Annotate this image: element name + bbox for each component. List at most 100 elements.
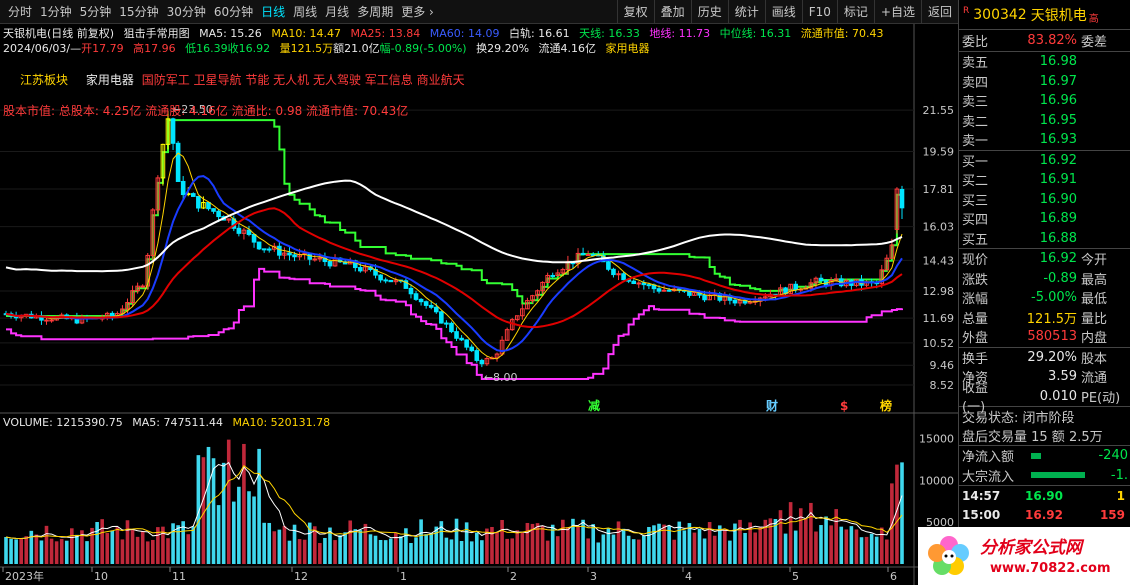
- volume-bar: [287, 540, 292, 564]
- period-tab-3[interactable]: 15分钟: [119, 5, 159, 19]
- stats-row-0: 换手 29.20% 股本: [959, 348, 1130, 368]
- ma10-line: [5, 175, 903, 353]
- tool-button-4[interactable]: 画线: [764, 0, 802, 24]
- period-tab-7[interactable]: 周线: [293, 5, 318, 19]
- candle: [241, 227, 247, 240]
- candle: [494, 352, 500, 362]
- candle-body: [130, 290, 135, 304]
- volume-bar: [733, 523, 737, 564]
- volume-bar: [778, 510, 783, 564]
- volume-bar: [530, 523, 535, 564]
- tool-button-8[interactable]: 返回: [920, 0, 958, 24]
- candle: [170, 117, 176, 150]
- candle: [661, 285, 667, 292]
- ohlc-change: 幅-0.89(-5.00%): [379, 42, 467, 55]
- tool-button-2[interactable]: 历史: [690, 0, 728, 24]
- region-board[interactable]: 江苏板块: [20, 73, 69, 87]
- volume-bar: [819, 525, 823, 564]
- candle: [621, 271, 626, 281]
- period-tab-0[interactable]: 分时: [8, 5, 33, 19]
- concept-boards[interactable]: 国防军工 卫星导航 节能 无人机 无人驾驶 军工信息 商业航天: [141, 73, 465, 87]
- period-tab-4[interactable]: 30分钟: [166, 5, 206, 19]
- volume-bar: [105, 532, 110, 564]
- candle-body: [499, 339, 505, 355]
- volume-bar: [824, 516, 828, 564]
- chart-area[interactable]: 21.55 19.59 17.81 16.03 14.43 12.98 11.69 10.52…: [0, 24, 958, 585]
- volume-bar: [388, 538, 393, 564]
- volume-bar: [707, 522, 712, 564]
- candle-body: [707, 294, 712, 301]
- volume-ma10: MA10: 520131.78: [232, 416, 331, 429]
- volume-bar: [743, 532, 747, 564]
- candle-body: [514, 315, 520, 321]
- volume-bar: [768, 518, 773, 564]
- volume-bar: [404, 528, 408, 564]
- ohlc-date: 2024/06/03/—: [3, 42, 82, 55]
- tick-time: 15:00: [962, 508, 1001, 523]
- period-tab-9[interactable]: 多周期: [357, 5, 394, 19]
- candle: [246, 225, 252, 237]
- stats-row-2-label: 收益(一): [962, 381, 989, 416]
- period-tab-8[interactable]: 月线: [325, 5, 350, 19]
- quote-row-4-label: 外盘: [962, 331, 989, 347]
- period-tab-1[interactable]: 1分钟: [40, 5, 72, 19]
- candle-body: [246, 229, 252, 235]
- volume-bar: [879, 527, 884, 564]
- candle-body: [135, 285, 140, 292]
- ground-line: [6, 267, 903, 380]
- candle: [408, 284, 414, 299]
- candle-body: [327, 261, 333, 267]
- tool-button-6[interactable]: 标记: [836, 0, 874, 24]
- bid-row-1-label: 买二: [962, 174, 989, 190]
- candle-body: [160, 143, 166, 179]
- industry-board[interactable]: 家用电器: [85, 73, 134, 87]
- volume-bar: [550, 524, 555, 564]
- candle-body: [631, 280, 637, 284]
- volume-bar: [383, 540, 388, 564]
- period-tab-2[interactable]: 5分钟: [79, 5, 112, 19]
- period-tab-5[interactable]: 60分钟: [213, 5, 254, 19]
- indicator-name[interactable]: 狙击手常用图: [123, 27, 190, 40]
- volume-bar: [353, 529, 358, 564]
- quote-panel: R 300342 天银机电 高 委比 83.82% 委差 卖五 16.98 卖四 16…: [958, 0, 1130, 585]
- candle: [585, 250, 591, 256]
- candle: [135, 282, 140, 294]
- candle-body: [363, 266, 368, 272]
- candle-body: [550, 274, 556, 277]
- ask-row-4: 卖一 16.93: [959, 130, 1130, 150]
- ma25-label: MA25: 13.84: [350, 27, 421, 40]
- signal-finance-marker: 财: [765, 398, 778, 413]
- kline-chart[interactable]: 21.55 19.59 17.81 16.03 14.43 12.98 11.69 10.52…: [0, 24, 958, 585]
- volume-bar: [166, 538, 170, 564]
- ohlc-high: 高17.96: [133, 42, 176, 55]
- candle: [879, 264, 885, 288]
- tool-button-7[interactable]: +自选: [873, 0, 921, 24]
- tool-button-5[interactable]: F10: [801, 0, 837, 24]
- time-axis-label: 11: [172, 570, 186, 583]
- candle-body: [494, 353, 500, 359]
- volume-bar: [135, 536, 140, 564]
- tool-button-1[interactable]: 叠加: [653, 0, 691, 24]
- candle: [418, 298, 424, 306]
- tool-button-0[interactable]: 复权: [616, 0, 654, 24]
- volume-bar: [242, 443, 246, 564]
- period-tab-10[interactable]: 更多 ›: [401, 5, 434, 19]
- candle-body: [256, 241, 262, 250]
- tool-button-3[interactable]: 统计: [727, 0, 765, 24]
- tick-time: 14:57: [962, 488, 1001, 503]
- stats-row-1: 净资 3.59 流通: [959, 367, 1130, 387]
- quote-row-2-right-label: 最低: [1081, 292, 1108, 308]
- ask-row-1-value: 16.97: [1039, 73, 1077, 89]
- flower-logo-icon: [928, 536, 969, 575]
- bid-row-3: 买四 16.89: [959, 209, 1130, 229]
- period-tab-6[interactable]: 日线: [261, 5, 286, 19]
- candle: [413, 290, 419, 301]
- volume-bar: [586, 538, 590, 564]
- period-tabs: 分时 1分钟 5分钟 15分钟 30分钟 60分钟 日线 周线 月线 多周期 更多 ›: [0, 3, 438, 20]
- candle-body: [110, 312, 115, 317]
- candle-body: [317, 257, 323, 260]
- candle: [550, 272, 556, 279]
- ask-row-1: 卖四 16.97: [959, 72, 1130, 92]
- ohlc-open: 开17.79: [81, 42, 124, 55]
- candle-body: [606, 261, 611, 270]
